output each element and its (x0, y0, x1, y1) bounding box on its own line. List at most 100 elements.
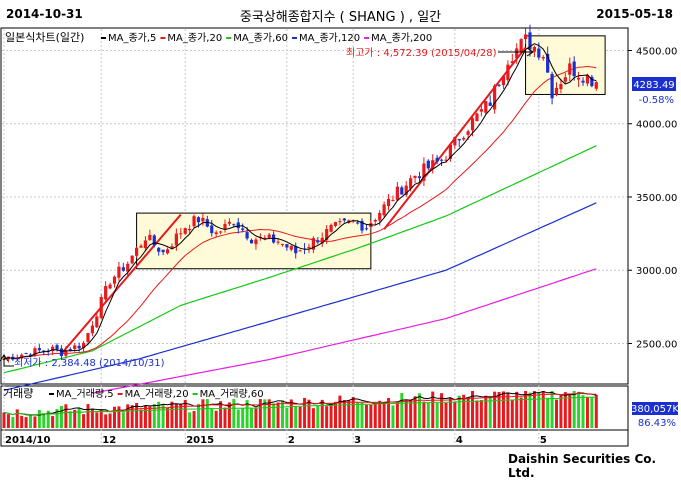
candle-body (462, 137, 466, 140)
candle-body (484, 101, 488, 113)
volume-bar (15, 409, 19, 428)
volume-bar (541, 391, 545, 428)
candle-body (493, 85, 497, 110)
volume-bar (568, 395, 572, 428)
candle-body (73, 345, 77, 350)
legend-swatch (49, 393, 54, 395)
candle-body (108, 284, 112, 289)
volume-bar (475, 400, 479, 428)
candle-body (161, 249, 165, 253)
ma-line (92, 268, 597, 394)
volume-bar (113, 406, 116, 428)
candle-body (135, 247, 139, 256)
candle-body (218, 231, 223, 233)
candle-body (497, 84, 501, 86)
volume-bar (210, 408, 214, 428)
candle-body (81, 342, 86, 349)
volume-bar (572, 391, 576, 428)
legend-label: MA_종가,20 (167, 32, 222, 44)
candle-body (289, 245, 293, 250)
volume-bar (126, 404, 130, 428)
volume-bar (537, 391, 541, 428)
volume-bar (413, 396, 417, 428)
volume-bar (426, 402, 430, 428)
candle-body (196, 217, 201, 223)
volume-bar (351, 396, 355, 428)
volume-bar (64, 404, 68, 428)
volume-bar (90, 408, 94, 428)
volume-bar (577, 391, 581, 428)
volume-bar (117, 406, 121, 428)
volume-bar (143, 405, 147, 428)
volume-bar (179, 403, 183, 428)
candle-body (276, 241, 280, 243)
candle-body (422, 163, 426, 181)
candle-body (338, 221, 342, 223)
volume-bar (563, 392, 567, 428)
candle-body (532, 46, 536, 52)
candle-body (510, 61, 514, 64)
volume-bar (528, 392, 532, 428)
volume-bar (510, 400, 514, 428)
volume-bar (519, 397, 523, 428)
candle-body (130, 255, 134, 264)
end-date: 2015-05-18 (596, 7, 673, 21)
candle-body (594, 82, 598, 89)
candle-body (325, 228, 329, 240)
candle-body (515, 48, 519, 59)
volume-bar (289, 399, 293, 428)
candle-body (585, 74, 590, 84)
candle-body (99, 296, 103, 318)
volume-bar (559, 395, 563, 428)
legend-label: MA_거래량,60 (200, 388, 264, 400)
volume-bar (245, 400, 249, 428)
trend-line (60, 213, 182, 355)
candle-body (267, 234, 271, 238)
volume-bar (42, 413, 46, 428)
volume-bar (219, 401, 223, 428)
legend-label: MA_종가,5 (108, 32, 156, 44)
volume-bar (316, 405, 320, 428)
volume-bar (33, 416, 37, 428)
volume-bar (378, 400, 382, 428)
volume-bar (99, 409, 103, 428)
volume-bar (267, 399, 271, 428)
candle-body (307, 246, 311, 249)
price-panel (0, 27, 629, 385)
start-date: 2014-10-31 (6, 7, 83, 21)
candle-body (121, 267, 125, 271)
candle-body (254, 239, 258, 245)
candle-body (104, 286, 108, 300)
x-tick-label: 5 (540, 435, 547, 446)
volume-bar (82, 414, 86, 428)
candle-body (373, 220, 377, 222)
candle-body (51, 346, 55, 352)
volume-bar (325, 406, 329, 428)
candle-body (409, 178, 413, 189)
volume-bar (590, 396, 594, 428)
volume-bar (342, 399, 346, 428)
x-tick-label: 2014/10 (5, 435, 50, 446)
volume-bar (409, 399, 413, 428)
volume-value-box (632, 402, 678, 415)
candle-body (28, 354, 33, 357)
legend-label: MA_종가,60 (233, 32, 288, 44)
volume-bar (188, 412, 192, 428)
high-pointer-arrow (526, 47, 534, 57)
y-tick-label: 2500.00 (636, 339, 677, 350)
date-axis-panel (0, 429, 629, 447)
candle-body (431, 160, 435, 170)
legend-label: MA_거래량,5 (56, 388, 114, 400)
candle-body (95, 316, 99, 328)
volume-bar (20, 415, 24, 428)
volume-bar (104, 414, 108, 428)
volume-bar (329, 403, 333, 428)
volume-bar (444, 402, 448, 428)
volume-bar (272, 403, 276, 428)
volume-bar (373, 403, 377, 428)
candle-body (183, 228, 187, 234)
volume-bar (227, 402, 231, 428)
candle-body (537, 48, 541, 58)
volume-bar (152, 403, 156, 428)
